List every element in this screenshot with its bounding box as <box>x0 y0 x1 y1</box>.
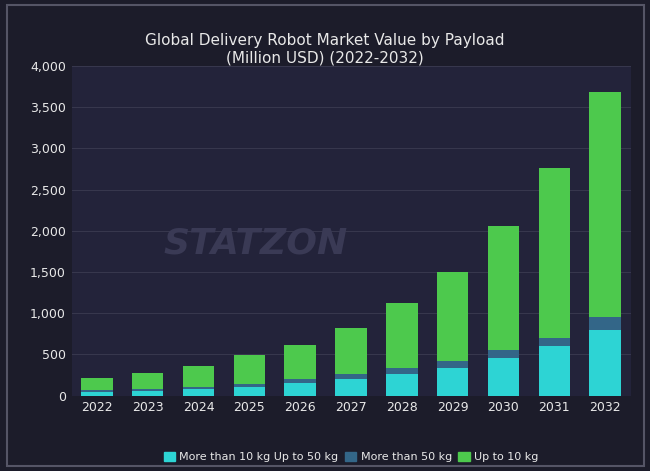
Bar <box>132 391 164 396</box>
Bar <box>538 338 570 346</box>
Bar <box>386 303 417 368</box>
Bar <box>488 226 519 350</box>
Bar <box>81 391 112 396</box>
Bar <box>488 358 519 396</box>
Bar <box>335 374 367 379</box>
Legend: More than 10 kg Up to 50 kg, More than 50 kg, Up to 10 kg: More than 10 kg Up to 50 kg, More than 5… <box>159 447 543 467</box>
Bar <box>437 367 469 396</box>
Bar <box>285 383 316 396</box>
Bar <box>81 378 112 390</box>
Bar <box>538 346 570 396</box>
Bar <box>386 368 417 374</box>
Text: Global Delivery Robot Market Value by Payload
(Million USD) (2022-2032): Global Delivery Robot Market Value by Pa… <box>145 33 505 65</box>
Bar <box>285 379 316 383</box>
Bar <box>183 387 214 389</box>
Bar <box>132 374 164 389</box>
Bar <box>437 272 469 361</box>
Bar <box>590 92 621 317</box>
Bar <box>132 389 164 391</box>
Bar <box>335 328 367 374</box>
Bar <box>538 168 570 338</box>
Bar <box>81 390 112 391</box>
Text: STATZON: STATZON <box>164 227 348 261</box>
Bar <box>386 374 417 396</box>
Bar <box>285 345 316 379</box>
Bar <box>590 317 621 330</box>
Bar <box>590 330 621 396</box>
Bar <box>437 361 469 367</box>
Bar <box>335 379 367 396</box>
Bar <box>233 387 265 396</box>
Bar <box>233 384 265 387</box>
Bar <box>488 350 519 358</box>
Bar <box>183 389 214 396</box>
Bar <box>233 355 265 384</box>
Bar <box>183 366 214 387</box>
